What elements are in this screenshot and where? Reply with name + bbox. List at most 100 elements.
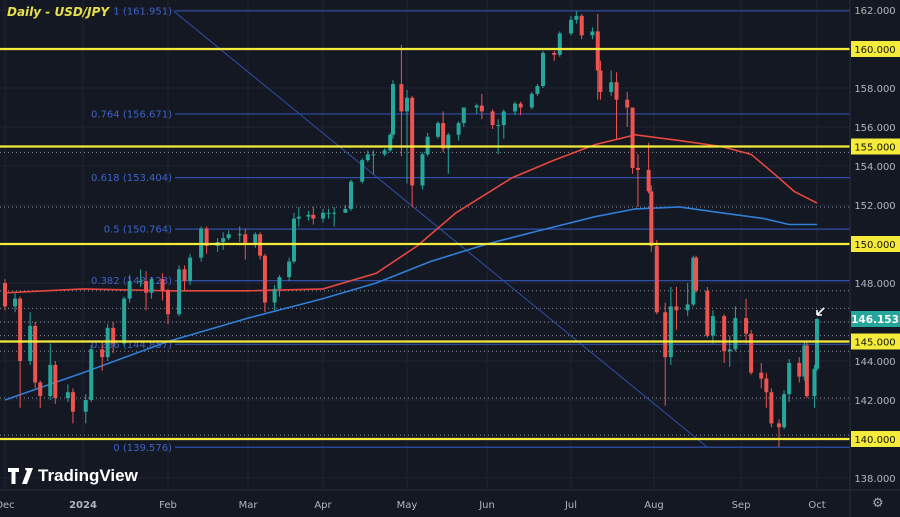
price-axis-label: 158.000 xyxy=(854,84,895,95)
price-axis-label: 155.000 xyxy=(854,143,895,154)
candle-body xyxy=(127,281,132,299)
candle-body xyxy=(360,160,365,182)
chart-settings-gear-icon[interactable]: ⚙ xyxy=(872,496,884,511)
candle-body xyxy=(777,423,781,428)
candle-body xyxy=(221,238,226,243)
level-price-tag xyxy=(851,431,900,447)
candle-body xyxy=(694,257,699,291)
candle-body xyxy=(456,123,461,135)
candle-body xyxy=(579,15,584,36)
candle-body xyxy=(326,212,331,214)
candle-body xyxy=(410,97,415,186)
candle-body xyxy=(668,306,673,358)
candle-body xyxy=(812,368,817,397)
time-axis-label: Sep xyxy=(732,500,751,511)
candle-body xyxy=(529,93,534,108)
candle-body xyxy=(705,290,710,336)
price-axis-label: 160.000 xyxy=(854,45,895,56)
price-axis-label: 162.000 xyxy=(854,6,895,17)
candle-body xyxy=(306,214,311,217)
candle-body xyxy=(749,333,754,373)
fib-level-label: 0.764 (156.671) xyxy=(91,109,172,120)
price-axis xyxy=(850,0,900,517)
candle-body xyxy=(365,154,370,161)
fib-level-label: 0.5 (150.764) xyxy=(104,225,172,236)
candle-body xyxy=(188,257,193,282)
candle-body xyxy=(441,123,446,149)
candle-body xyxy=(674,306,679,311)
candle-body xyxy=(646,169,651,192)
fib-level-label: 0.236 (144.857) xyxy=(91,340,172,351)
candle-body xyxy=(685,304,690,311)
candle-body xyxy=(371,154,376,156)
candle-body xyxy=(541,52,545,87)
candle-body xyxy=(590,31,595,36)
candle-body xyxy=(595,31,600,71)
candle-body xyxy=(13,298,18,307)
fib-level-label: 0.618 (153.404) xyxy=(91,173,172,184)
fib-trendline xyxy=(173,10,708,448)
brand-name: TradingView xyxy=(38,466,138,485)
candle-body xyxy=(479,105,484,112)
candle-body xyxy=(635,167,640,170)
candle-body xyxy=(557,33,562,55)
candle-body xyxy=(787,362,792,395)
candle-body xyxy=(727,349,732,352)
candle-body xyxy=(332,212,337,214)
candle-body xyxy=(83,400,88,412)
candle-body xyxy=(614,82,619,100)
candle-body xyxy=(382,150,387,155)
candle-body xyxy=(649,191,654,246)
time-axis-label: 2024 xyxy=(69,500,97,511)
candle-body xyxy=(598,70,603,92)
candle-body xyxy=(815,319,819,369)
tradingview-logo[interactable]: TradingView xyxy=(8,466,138,486)
candle-body xyxy=(405,97,409,112)
time-axis-label: Aug xyxy=(644,500,664,511)
candle-body xyxy=(182,269,187,282)
candle-body xyxy=(391,84,395,135)
candle-body xyxy=(691,257,696,305)
moving-average-red xyxy=(4,133,818,294)
price-axis-label: 156.000 xyxy=(854,123,895,134)
price-axis-label: 146.153 xyxy=(851,314,899,326)
last-price-tag xyxy=(851,311,900,328)
candle-body xyxy=(65,392,70,399)
candle-body xyxy=(722,316,727,352)
price-axis-label: 148.000 xyxy=(854,279,895,290)
candle-body xyxy=(253,234,258,244)
candle-body xyxy=(501,111,506,126)
candle-body xyxy=(18,298,23,361)
candle-body xyxy=(89,349,94,400)
candle-body xyxy=(122,298,127,344)
candle-body xyxy=(552,52,557,55)
candle-body xyxy=(237,234,242,236)
candle-body xyxy=(48,364,53,397)
fib-level-label: 1 (161.951) xyxy=(113,6,172,17)
candle-body xyxy=(204,228,209,246)
candle-body xyxy=(744,318,749,334)
candle-body xyxy=(490,111,495,126)
price-axis-label: 152.000 xyxy=(854,201,895,212)
candle-body xyxy=(759,372,764,379)
candle-body xyxy=(277,277,282,289)
moving-average-blue xyxy=(4,206,817,401)
time-axis-label: May xyxy=(397,500,418,511)
candle-body xyxy=(100,349,105,358)
candle-body xyxy=(243,234,248,244)
candle-body xyxy=(262,255,267,303)
level-price-tag xyxy=(851,333,900,350)
candle-body xyxy=(38,382,43,397)
candle-body xyxy=(496,125,501,127)
candle-body xyxy=(321,212,325,219)
candle-body xyxy=(296,216,301,219)
candle-body xyxy=(535,86,540,94)
candle-body xyxy=(177,269,182,315)
candle-body xyxy=(272,288,277,303)
candle-body xyxy=(144,281,149,293)
candle-body xyxy=(160,279,165,291)
candle-body xyxy=(782,394,787,428)
candle-body xyxy=(166,290,170,315)
